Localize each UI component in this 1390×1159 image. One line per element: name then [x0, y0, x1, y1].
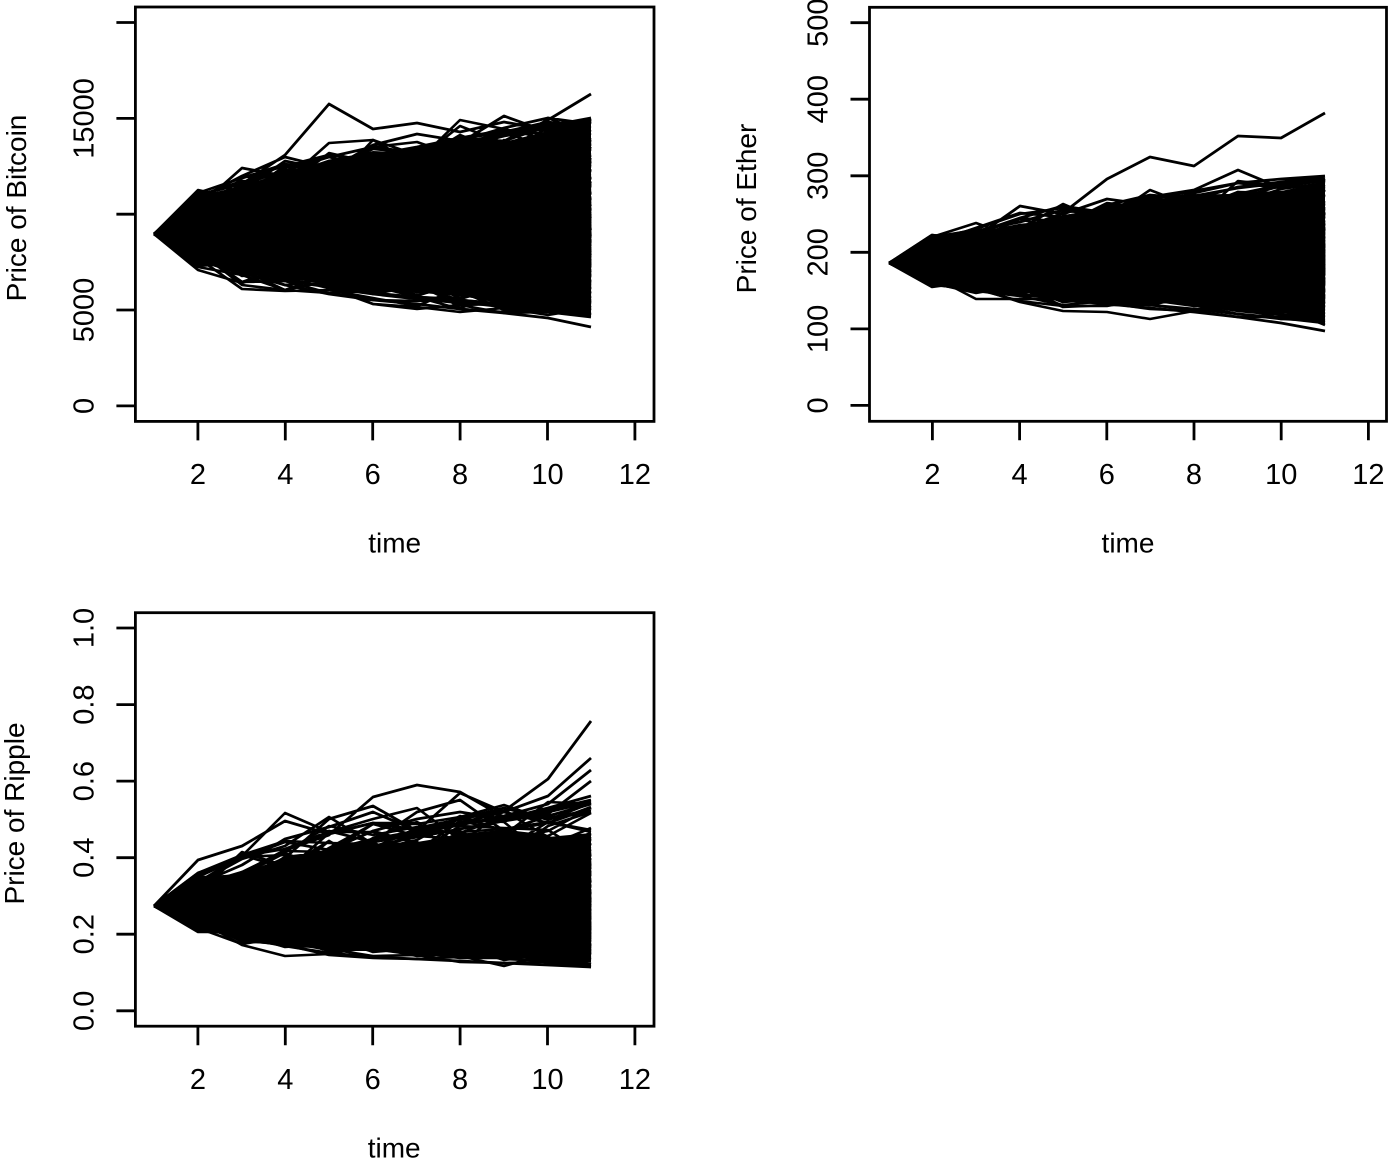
svg-text:12: 12	[1352, 459, 1384, 491]
svg-text:200: 200	[803, 228, 835, 276]
svg-text:Price of Ripple: Price of Ripple	[0, 722, 30, 904]
svg-text:500: 500	[803, 0, 835, 47]
svg-text:100: 100	[803, 305, 835, 353]
svg-text:2: 2	[190, 459, 206, 491]
svg-text:4: 4	[277, 459, 293, 491]
svg-text:0.2: 0.2	[69, 914, 101, 954]
svg-text:1.0: 1.0	[69, 608, 101, 648]
svg-text:400: 400	[803, 75, 835, 123]
svg-text:12: 12	[619, 459, 651, 491]
svg-text:8: 8	[452, 1064, 468, 1096]
svg-text:0.6: 0.6	[69, 761, 101, 801]
svg-text:8: 8	[452, 459, 468, 491]
svg-text:12: 12	[619, 1064, 651, 1096]
svg-text:15000: 15000	[69, 78, 101, 159]
svg-text:6: 6	[365, 459, 381, 491]
svg-text:6: 6	[365, 1064, 381, 1096]
svg-text:8: 8	[1186, 459, 1202, 491]
svg-text:time: time	[368, 528, 421, 559]
svg-text:0.8: 0.8	[69, 684, 101, 724]
svg-text:10: 10	[531, 1064, 563, 1096]
svg-text:2: 2	[924, 459, 940, 491]
svg-text:2: 2	[190, 1064, 206, 1096]
svg-text:5000: 5000	[69, 278, 101, 343]
svg-text:10: 10	[1265, 459, 1297, 491]
svg-text:0: 0	[69, 398, 101, 414]
svg-text:time: time	[1102, 528, 1155, 559]
svg-text:Price of Ether: Price of Ether	[731, 124, 762, 294]
svg-text:Price of Bitcoin: Price of Bitcoin	[1, 115, 32, 302]
svg-text:300: 300	[803, 152, 835, 200]
svg-text:10: 10	[531, 459, 563, 491]
svg-text:6: 6	[1099, 459, 1115, 491]
svg-text:4: 4	[1012, 459, 1028, 491]
svg-text:0.4: 0.4	[69, 838, 101, 878]
svg-text:time: time	[368, 1133, 421, 1159]
svg-text:0: 0	[803, 397, 835, 413]
svg-text:0.0: 0.0	[69, 991, 101, 1031]
svg-text:4: 4	[277, 1064, 293, 1096]
